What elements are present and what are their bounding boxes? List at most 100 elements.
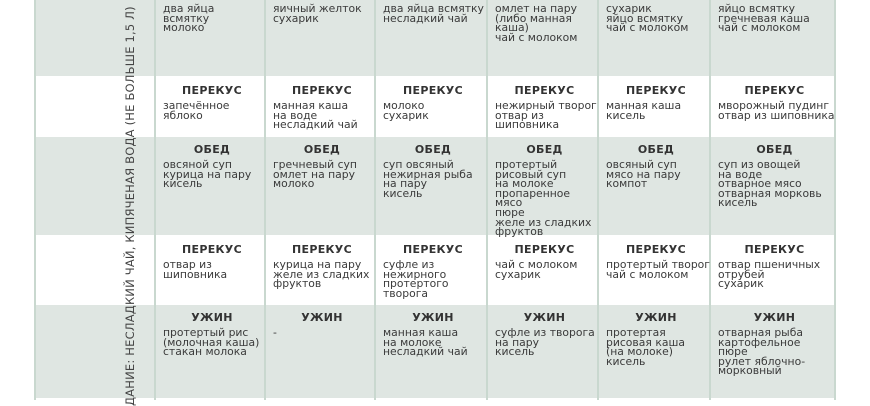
menu-cell-breakfast-day-4: омлет на пару (либо манная каша) чай с моло… bbox=[487, 0, 598, 78]
menu-item: протертый рис bbox=[163, 326, 249, 339]
menu-item: гречневый суп bbox=[273, 158, 357, 171]
meal-heading: ПЕРЕКУС bbox=[514, 84, 575, 97]
meal-heading: УЖИН bbox=[635, 311, 677, 324]
menu-cell-lunch-day-2: ОБЕД гречневый суп омлет на пару молоко bbox=[265, 137, 375, 237]
meal-heading: ПЕРЕКУС bbox=[182, 84, 242, 97]
column-divider bbox=[34, 0, 36, 400]
menu-item: отрубей bbox=[718, 267, 765, 281]
meal-heading: УЖИН bbox=[753, 311, 796, 324]
menu-item: кисель bbox=[606, 108, 646, 122]
meal-heading: УЖИН bbox=[301, 311, 343, 324]
menu-item: манная каша bbox=[606, 99, 682, 112]
menu-item: манная каша bbox=[273, 99, 349, 112]
menu-cell-lunch-day-4: ОБЕД протертый рисовый суп на молоке пропаре… bbox=[487, 137, 598, 237]
menu-item: пюре bbox=[495, 205, 525, 219]
menu-item: сухарик bbox=[606, 2, 652, 15]
menu-cell-dinner-day-3: УЖИН манная каша на молоке несладкий чай bbox=[375, 305, 487, 400]
column-divider bbox=[597, 0, 599, 400]
menu-item: (либо манная bbox=[495, 11, 572, 25]
meal-heading: ПЕРЕКУС bbox=[514, 243, 575, 256]
menu-cell-snack-2-day-3: ПЕРЕКУС суфле из нежирного протертого творог… bbox=[375, 237, 487, 305]
menu-item: молоко bbox=[383, 99, 425, 112]
menu-item: протертый bbox=[495, 158, 558, 171]
menu-cell-dinner-day-6: УЖИН отварная рыба картофельное пюре рулет я… bbox=[710, 305, 835, 400]
menu-item: гречневая каша bbox=[718, 11, 810, 25]
row-shade bbox=[35, 137, 835, 235]
menu-item: чай с молоком bbox=[606, 267, 689, 281]
menu-item: отвар пшеничных bbox=[718, 258, 821, 271]
menu-item: два яйца bbox=[163, 2, 215, 15]
menu-item: мворожный пудинг bbox=[718, 99, 829, 112]
menu-cell-snack-1-day-3: ПЕРЕКУС молоко сухарик bbox=[375, 78, 487, 137]
row-shade bbox=[35, 0, 835, 76]
menu-item: яйцо всмятку bbox=[718, 2, 796, 15]
menu-cell-snack-1-day-1: ПЕРЕКУС запечённое яблоко bbox=[155, 78, 265, 137]
menu-item: отвар из шиповника bbox=[718, 108, 835, 122]
menu-item: несладкий чай bbox=[273, 118, 358, 132]
menu-cell-snack-2-day-6: ПЕРЕКУС отвар пшеничных отрубей сухарик bbox=[710, 237, 835, 305]
menu-item: манная каша bbox=[383, 326, 459, 339]
menu-item: шиповника bbox=[495, 118, 560, 132]
menu-item: кисель bbox=[383, 186, 423, 200]
menu-item: рулет яблочно- bbox=[718, 354, 806, 368]
menu-item: несладкий чай bbox=[383, 11, 468, 25]
menu-item: яйцо всмятку bbox=[606, 11, 684, 25]
menu-item: отвар из bbox=[495, 108, 544, 122]
menu-item: молоко bbox=[163, 21, 205, 35]
menu-item: мясо на пару bbox=[606, 167, 681, 181]
menu-cell-lunch-day-1: ОБЕД овсяной суп курица на пару кисель bbox=[155, 137, 265, 237]
menu-item: (на молоке) bbox=[606, 345, 673, 359]
menu-item: компот bbox=[606, 177, 648, 191]
menu-item: суп овсяный bbox=[383, 158, 454, 171]
menu-item: сухарик bbox=[273, 11, 319, 25]
menu-item: два яйца всмятку bbox=[383, 2, 484, 15]
menu-item: кисель bbox=[495, 345, 535, 359]
meal-heading: ОБЕД bbox=[303, 143, 341, 156]
menu-cell-snack-2-day-4: ПЕРЕКУС чай с молоком сухарик bbox=[487, 237, 598, 305]
menu-item: нежирная рыба bbox=[383, 167, 473, 181]
menu-item: протертая bbox=[606, 326, 666, 339]
column-divider bbox=[709, 0, 711, 400]
meal-heading: ПЕРЕКУС bbox=[403, 84, 463, 97]
menu-item: сухарик bbox=[383, 108, 429, 122]
meal-heading: ОБЕД bbox=[637, 143, 675, 156]
menu-cell-dinner-day-1: УЖИН протертый рис (молочная каша) стакан м… bbox=[155, 305, 265, 400]
menu-item: курица на пару bbox=[273, 258, 362, 271]
meal-heading: ПЕРЕКУС bbox=[292, 84, 352, 97]
menu-item: протертого bbox=[383, 277, 449, 291]
meal-heading: ПЕРЕКУС bbox=[626, 243, 686, 256]
menu-item: мясо bbox=[495, 196, 523, 210]
menu-item: запечённое bbox=[163, 99, 230, 112]
menu-item: омлет на пару bbox=[495, 2, 578, 15]
menu-item: на молоке bbox=[383, 335, 442, 349]
menu-item: суп из овощей bbox=[718, 158, 801, 171]
column-divider bbox=[154, 0, 156, 400]
menu-item: на воде bbox=[718, 167, 763, 181]
menu-item: овсяный суп bbox=[606, 158, 677, 171]
menu-item: овсяной суп bbox=[163, 158, 232, 171]
meal-heading: ОБЕД bbox=[193, 143, 231, 156]
menu-cell-lunch-day-5: ОБЕД овсяный суп мясо на пару компот bbox=[598, 137, 710, 237]
menu-cell-snack-1-day-4: ПЕРЕКУС нежирный творог отвар из шиповника bbox=[487, 78, 598, 137]
menu-item: на молоке bbox=[495, 177, 554, 191]
menu-item: шиповника bbox=[163, 267, 228, 281]
menu-cell-lunch-day-3: ОБЕД суп овсяный нежирная рыба на пару кисел… bbox=[375, 137, 487, 237]
side-note-column: ДАНИЕ: НЕСЛАДКИЙ ЧАЙ, КИПЯЧЕНАЯ ВОДА (НЕ… bbox=[35, 0, 155, 406]
meal-heading: ПЕРЕКУС bbox=[744, 84, 805, 97]
column-divider bbox=[374, 0, 376, 400]
menu-item: желе из сладких bbox=[273, 267, 370, 281]
meal-heading: УЖИН bbox=[191, 311, 233, 324]
menu-item: протертый творог bbox=[606, 258, 710, 271]
menu-cell-breakfast-day-5: сухарик яйцо всмятку чай с молоком bbox=[598, 0, 710, 78]
menu-cell-breakfast-day-3: два яйца всмятку несладкий чай bbox=[375, 0, 487, 78]
menu-item: морковный bbox=[718, 364, 782, 378]
meal-heading: ОБЕД bbox=[756, 143, 793, 156]
menu-item: нежирного bbox=[383, 267, 447, 281]
meal-heading: ПЕРЕКУС bbox=[403, 243, 463, 256]
menu-item: рисовый суп bbox=[495, 167, 567, 181]
menu-item: отварное мясо bbox=[718, 177, 802, 191]
menu-item: фруктов bbox=[495, 225, 544, 239]
menu-item: кисель bbox=[163, 177, 203, 191]
menu-cell-dinner-day-2: УЖИН - bbox=[265, 305, 375, 400]
menu-item: творога bbox=[383, 286, 429, 300]
